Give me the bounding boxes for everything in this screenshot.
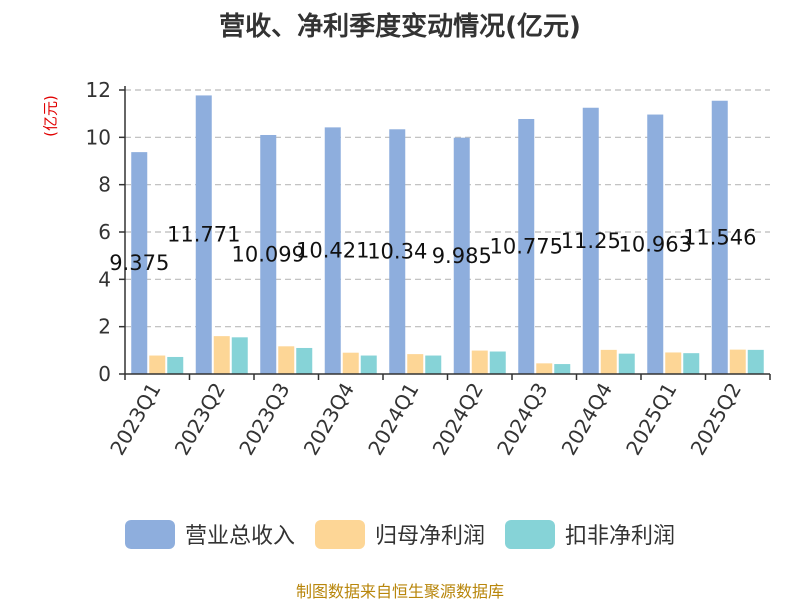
bar-2023Q2-1 — [195, 95, 212, 374]
bar-2024Q1-3 — [425, 355, 442, 374]
bar-2024Q3-2 — [536, 363, 553, 374]
legend: 营业总收入 归母净利润 扣非净利润 — [0, 518, 800, 550]
bar-2024Q1-1 — [389, 129, 406, 374]
bar-2024Q4-1 — [582, 107, 599, 374]
bar-2024Q3-1 — [518, 118, 535, 374]
bar-2023Q1-3 — [167, 356, 184, 374]
legend-label: 归母净利润 — [374, 524, 485, 549]
data-label: 10.775 — [490, 234, 563, 258]
bar-2024Q4-3 — [618, 353, 635, 374]
bar-2025Q1-3 — [683, 353, 700, 374]
bar-2023Q2-2 — [213, 336, 230, 374]
x-tick-label: 2025Q2 — [686, 379, 746, 460]
legend-swatch — [314, 519, 365, 549]
legend-label: 扣非净利润 — [565, 524, 676, 549]
data-label: 10.963 — [619, 232, 692, 256]
bar-2023Q2-3 — [231, 337, 248, 374]
data-label: 11.546 — [683, 225, 756, 249]
bar-2023Q4-1 — [324, 127, 341, 375]
chart-title: 营收、净利季度变动情况(亿元) — [219, 12, 581, 42]
bar-2023Q4-2 — [342, 352, 359, 374]
bar-2023Q1-1 — [131, 152, 148, 374]
x-tick-label: 2024Q2 — [428, 379, 488, 460]
bar-2023Q1-2 — [149, 355, 166, 374]
x-tick-label: 2024Q3 — [492, 379, 552, 460]
bar-2023Q3-1 — [260, 134, 277, 374]
x-tick-label: 2024Q4 — [557, 379, 617, 460]
legend-item: 营业总收入 — [124, 518, 295, 550]
bar-2024Q2-1 — [453, 137, 470, 374]
y-tick-label: 10 — [86, 125, 111, 149]
bar-2023Q3-3 — [296, 347, 313, 374]
x-tick-label: 2023Q3 — [234, 379, 294, 460]
x-tick-label: 2025Q1 — [621, 379, 681, 460]
legend-label: 营业总收入 — [184, 524, 295, 549]
data-label: 11.25 — [561, 229, 621, 253]
legend-item: 归母净利润 — [314, 518, 485, 550]
bar-2025Q1-2 — [665, 352, 682, 374]
bar-2024Q2-3 — [489, 351, 506, 374]
data-label: 10.34 — [367, 240, 427, 264]
x-tick-label: 2023Q4 — [299, 379, 359, 460]
y-tick-label: 0 — [98, 362, 111, 386]
bar-2024Q1-2 — [407, 354, 424, 374]
x-tick-label: 2023Q2 — [170, 379, 230, 460]
y-tick-label: 12 — [86, 78, 111, 102]
x-tick-label: 2024Q1 — [363, 379, 423, 460]
bar-2024Q2-2 — [471, 350, 488, 374]
legend-item: 扣非净利润 — [505, 518, 675, 550]
y-tick-label: 2 — [98, 315, 111, 339]
bar-2024Q3-3 — [554, 364, 571, 374]
y-tick-label: 6 — [98, 220, 111, 244]
bar-2025Q2-1 — [711, 100, 728, 375]
bar-2025Q2-2 — [729, 349, 746, 374]
y-tick-label: 4 — [98, 267, 111, 291]
bar-2025Q2-3 — [747, 349, 764, 374]
legend-swatch — [505, 519, 555, 549]
bar-2023Q4-3 — [360, 355, 377, 374]
y-tick-label: 8 — [98, 173, 111, 197]
data-label: 9.375 — [109, 251, 169, 275]
bar-2025Q1-1 — [647, 114, 664, 375]
data-label: 11.771 — [167, 223, 240, 247]
data-label: 10.421 — [296, 239, 369, 263]
data-label: 9.985 — [432, 244, 492, 268]
bar-2024Q4-2 — [600, 349, 617, 374]
data-label: 10.099 — [232, 242, 305, 266]
bar-2023Q3-2 — [278, 346, 295, 374]
source-note: 制图数据来自恒生聚源数据库 — [295, 582, 504, 601]
legend-swatch — [124, 519, 175, 549]
x-tick-label: 2023Q1 — [105, 379, 165, 460]
